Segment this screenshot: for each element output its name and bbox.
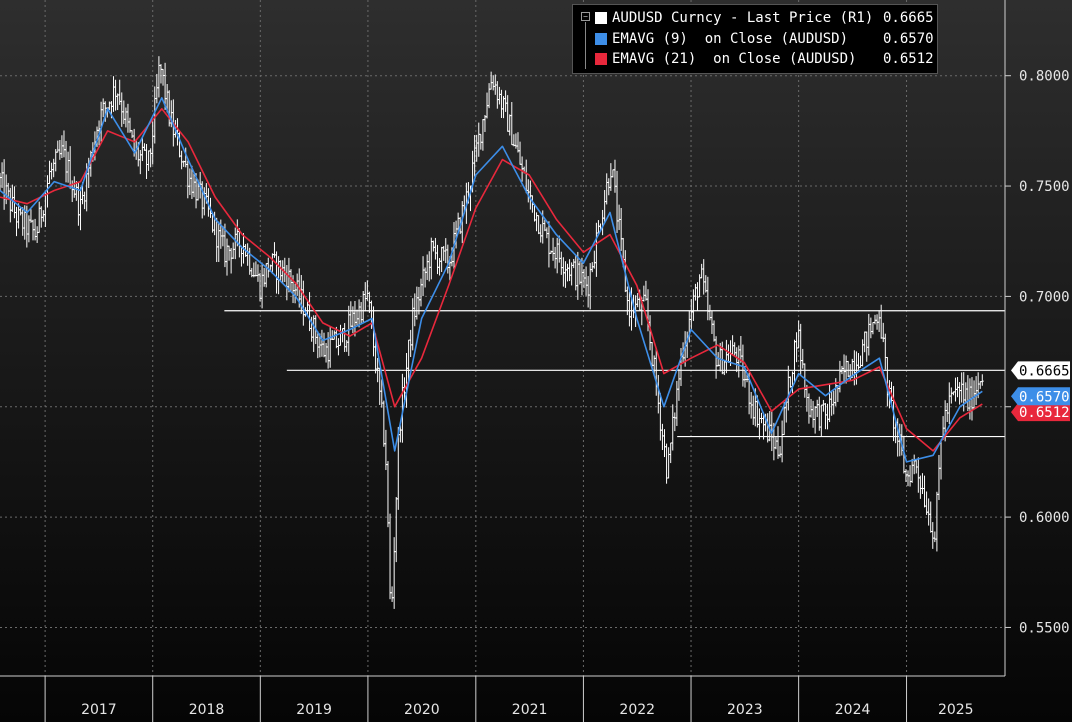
- x-axis: 2017 2018 2019 2020 2021 2022 2023 2024 2025: [0, 675, 1005, 722]
- last-price-tag-label: 0.6665: [1019, 363, 1070, 379]
- y-axis: 0.80000.75000.70000.65000.60000.55000.65…: [1004, 0, 1070, 676]
- y-tick-label-0: 0.8000: [1019, 69, 1070, 85]
- x-tick-label-2018: 2018: [189, 702, 225, 718]
- ema9-tag-label: 0.6570: [1019, 389, 1070, 405]
- y-tick-label-1: 0.7500: [1019, 179, 1070, 195]
- x-tick-label-2025: 2025: [938, 702, 974, 718]
- ema21-tag: [1011, 403, 1070, 422]
- ema9-tag: [1011, 387, 1070, 406]
- series-lines: [0, 97, 983, 463]
- y-tick-label-4: 0.6000: [1019, 510, 1070, 526]
- x-tick-label-2019: 2019: [296, 702, 332, 718]
- x-tick-label-2017: 2017: [81, 702, 117, 718]
- x-tick-label-2023: 2023: [727, 702, 763, 718]
- legend-item-ema9: EMAVG (9) on Close (AUDUSD) 0.6570: [579, 29, 937, 50]
- collapse-icon[interactable]: −: [581, 12, 590, 21]
- x-tick-label-2020: 2020: [404, 702, 440, 718]
- x-tick-label-2022: 2022: [619, 702, 655, 718]
- legend-label-ema21: EMAVG (21) on Close (AUDUSD): [612, 51, 857, 67]
- legend-swatch-ema21: [595, 53, 607, 66]
- legend-value-ema9: 0.6570: [883, 30, 934, 47]
- legend-label-ema9: EMAVG (9) on Close (AUDUSD): [612, 30, 849, 47]
- horizontal-levels: [224, 310, 1005, 438]
- ema21-tag-label: 0.6512: [1019, 405, 1070, 421]
- x-tick-label-2021: 2021: [512, 702, 548, 718]
- y-tick-label-5: 0.5500: [1019, 620, 1070, 636]
- y-tick-label-2: 0.7000: [1019, 289, 1070, 305]
- price-bars: [0, 56, 984, 609]
- legend-item-ema21: EMAVG (21) on Close (AUDUSD) 0.6512: [579, 49, 937, 70]
- legend-swatch-price: [595, 12, 607, 25]
- legend-tree-line: [585, 22, 586, 69]
- legend-swatch-ema9: [595, 32, 607, 45]
- ema21-line: [0, 108, 983, 452]
- last-price-tag: [1011, 361, 1070, 380]
- legend-item-price: AUDUSD Curncy - Last Price (R1) 0.6665: [579, 8, 937, 29]
- ema9-line: [0, 97, 983, 463]
- legend-value-ema21: 0.6512: [883, 51, 934, 67]
- legend-value-price: 0.6665: [883, 10, 934, 26]
- grid-lines: [0, 0, 1005, 676]
- legend: − AUDUSD Curncy - Last Price (R1) 0.6665…: [572, 4, 938, 74]
- legend-label-price: AUDUSD Curncy - Last Price (R1): [612, 10, 874, 26]
- x-tick-label-2024: 2024: [835, 702, 871, 718]
